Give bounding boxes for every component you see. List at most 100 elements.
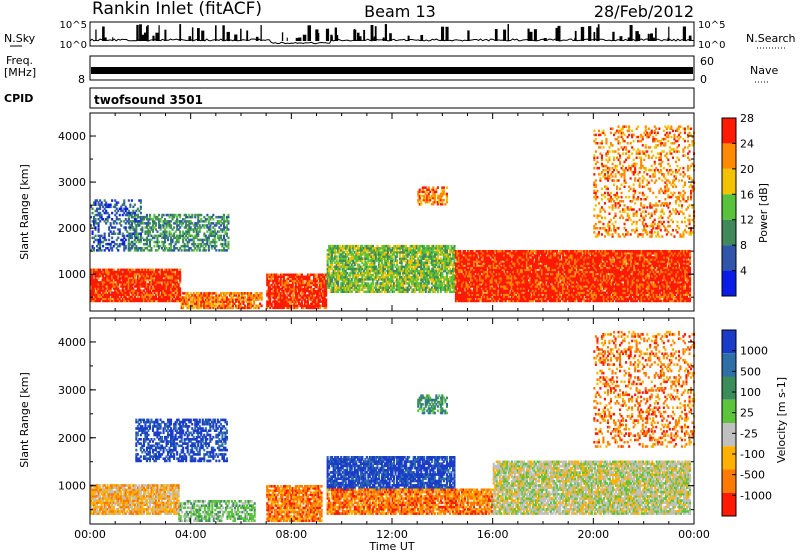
noise-left-tick-top: 10^5 xyxy=(60,20,87,31)
noise-spike xyxy=(308,25,312,41)
noise-spike xyxy=(544,38,547,41)
noise-spike xyxy=(155,33,158,41)
noise-spike xyxy=(282,32,283,41)
noise-spike xyxy=(528,37,529,41)
cpid-program: twofsound 3501 xyxy=(94,93,203,107)
noise-spike xyxy=(612,32,614,41)
noise-spike xyxy=(374,37,377,42)
nave-label: Nave xyxy=(750,64,778,77)
noise-spike xyxy=(353,30,356,41)
noise-spike xyxy=(385,24,387,41)
freq-left-tick: 8 xyxy=(78,73,85,86)
data-cell xyxy=(315,274,317,277)
noise-spike xyxy=(556,28,559,41)
freq-label-line2: [MHz] xyxy=(4,66,36,79)
noise-right-tick-bottom: 10^0 xyxy=(698,40,725,51)
noise-spike xyxy=(408,36,410,41)
data-cell xyxy=(261,292,263,295)
noise-spike xyxy=(192,27,194,41)
date-label: 28/Feb/2012 xyxy=(594,2,694,21)
freq-right-tick-top: 60 xyxy=(700,55,714,68)
noise-spike xyxy=(197,28,200,41)
noise-spike xyxy=(256,37,259,41)
radar-summary-plot: Rankin Inlet (fitACF) Beam 13 28/Feb/201… xyxy=(0,0,800,554)
noise-spike xyxy=(112,37,113,41)
noise-right-label: N.Search xyxy=(746,32,796,45)
noise-spike xyxy=(330,36,332,41)
noise-spike xyxy=(630,25,633,41)
noise-spike xyxy=(534,29,537,41)
noise-spike xyxy=(179,24,181,41)
plot-title: Rankin Inlet (fitACF) xyxy=(92,0,262,19)
noise-spike xyxy=(287,38,288,41)
data-cell xyxy=(215,292,217,295)
noise-spike xyxy=(95,30,96,42)
data-cell xyxy=(179,269,181,272)
noise-spike xyxy=(503,30,506,41)
cpid-label: CPID xyxy=(4,92,33,105)
noise-spike xyxy=(420,35,423,41)
noise-spike xyxy=(326,29,329,41)
noise-right-tick-top: 10^5 xyxy=(698,20,725,31)
noise-spike xyxy=(303,35,307,41)
noise-spike xyxy=(335,35,338,41)
cpid-panel: CPID twofsound 3501 xyxy=(4,88,694,108)
noise-spike xyxy=(298,38,301,42)
data-cell xyxy=(179,287,181,290)
noise-spike xyxy=(102,27,105,42)
noise-spike xyxy=(360,36,362,41)
data-cell xyxy=(325,298,327,301)
noise-spike xyxy=(222,25,224,41)
noise-spike xyxy=(142,35,145,41)
noise-spike xyxy=(147,25,148,41)
noise-spike xyxy=(371,25,374,41)
noise-spike xyxy=(574,38,576,41)
noise-spike xyxy=(201,31,204,41)
noise-spike xyxy=(508,24,510,41)
noise-spike xyxy=(581,33,582,41)
noise-spike xyxy=(363,30,365,41)
freq-trace xyxy=(91,67,693,74)
noise-spikes xyxy=(95,24,691,41)
noise-spike xyxy=(689,36,692,41)
noise-spike xyxy=(530,32,533,41)
noise-spike xyxy=(649,34,651,41)
noise-spike xyxy=(357,33,360,41)
noise-spike xyxy=(648,34,649,41)
beam-label: Beam 13 xyxy=(364,2,436,21)
data-cell xyxy=(261,305,263,308)
noise-spike xyxy=(447,36,448,41)
noise-spike xyxy=(668,27,669,41)
noise-spike xyxy=(683,27,686,42)
noise-panel: N.Sky 10^5 10^0 10^5 10^0 N.Search xyxy=(4,20,796,51)
noise-spike xyxy=(189,36,192,41)
freq-right-tick-bottom: 0 xyxy=(700,73,707,86)
noise-spike xyxy=(215,25,217,41)
noise-spike xyxy=(246,31,248,42)
noise-spike xyxy=(152,36,154,41)
noise-spike xyxy=(227,32,230,41)
noise-spike xyxy=(296,38,298,41)
noise-spike xyxy=(389,33,392,41)
noise-spike xyxy=(637,34,640,41)
noise-left-tick-bottom: 10^0 xyxy=(60,40,87,51)
power-data-cells xyxy=(90,125,695,309)
noise-spike xyxy=(383,38,385,42)
noise-spike xyxy=(164,30,166,41)
noise-spike xyxy=(234,35,237,42)
noise-spike xyxy=(136,25,138,41)
noise-spike xyxy=(495,29,498,41)
noise-spike xyxy=(655,28,657,41)
noise-spike xyxy=(598,24,600,41)
noise-spike xyxy=(240,29,242,41)
noise-spike xyxy=(588,26,591,41)
noise-spike xyxy=(441,27,444,41)
noise-left-label: N.Sky xyxy=(4,32,36,45)
noise-spike xyxy=(620,36,623,41)
freq-panel: Freq. [MHz] 8 60 0 Nave xyxy=(4,54,778,86)
noise-spike xyxy=(467,30,469,41)
noise-spike xyxy=(139,24,142,41)
noise-spike xyxy=(316,33,319,41)
noise-spike xyxy=(261,25,262,41)
